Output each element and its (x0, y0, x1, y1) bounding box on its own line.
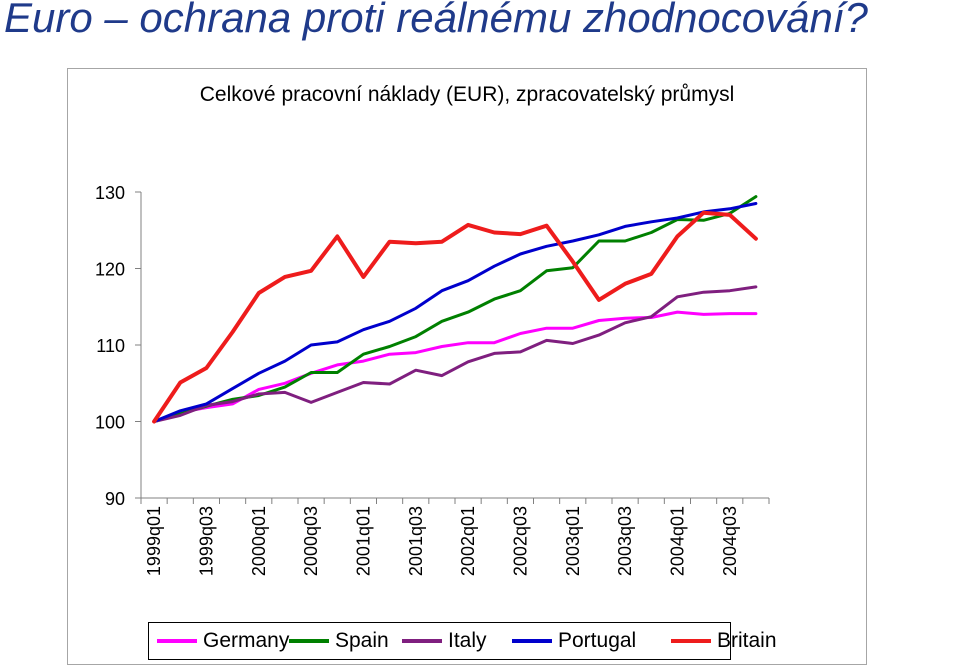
series-line-portugal (152, 202, 758, 423)
x-tick-label: 2001q03 (406, 506, 426, 576)
x-tick-label: 2003q01 (563, 506, 583, 576)
legend-swatch-italy (402, 639, 442, 643)
legend-label-germany: Germany (203, 629, 290, 652)
x-tick-label: 2002q01 (458, 506, 478, 576)
legend-item-italy: Italy (402, 623, 487, 659)
legend-swatch-germany (157, 639, 197, 643)
chart-panel: Celkové pracovní náklady (EUR), zpracova… (67, 68, 867, 665)
slide-title: Euro – ochrana proti reálnému zhodnocová… (4, 0, 868, 41)
y-tick-label: 130 (95, 183, 125, 203)
legend-label-portugal: Portugal (558, 629, 637, 652)
legend-item-germany: Germany (157, 623, 289, 659)
legend-swatch-portugal (512, 639, 552, 643)
legend-item-britain: Britain (671, 623, 777, 659)
y-tick-label: 110 (96, 336, 125, 356)
x-tick-label: 2001q01 (353, 506, 373, 576)
y-tick-label: 100 (95, 413, 125, 433)
series-line-spain (152, 195, 758, 423)
legend-label-spain: Spain (335, 629, 389, 652)
x-tick-label: 2002q03 (510, 506, 530, 576)
x-tick-label: 2003q03 (615, 506, 635, 576)
x-tick-label: 2000q01 (249, 506, 269, 576)
series-line-germany (152, 310, 758, 423)
chart-legend: Germany Spain Italy Portugal Britain (148, 622, 777, 660)
legend-swatch-spain (289, 639, 329, 643)
y-tick-label: 120 (95, 260, 125, 280)
x-tick-label: 2004q03 (720, 506, 740, 576)
legend-label-italy: Italy (448, 629, 487, 652)
legend-item-portugal: Portugal (512, 623, 636, 659)
x-tick-label: 2004q01 (667, 506, 687, 576)
x-tick-label: 1999q03 (196, 506, 216, 576)
x-tick-label: 2000q03 (301, 506, 321, 576)
legend-label-britain: Britain (717, 629, 777, 652)
y-tick-label: 90 (105, 489, 125, 509)
x-tick-label: 1999q01 (144, 506, 164, 576)
line-chart: 90 100 110 120 130 1999q01 1999q03 2000q01 2000q… (95, 183, 770, 576)
series-line-italy (152, 285, 758, 423)
legend-item-spain: Spain (289, 623, 389, 659)
series-line-britain (152, 210, 758, 424)
chart-title: Celkové pracovní náklady (EUR), zpracova… (199, 83, 735, 106)
legend-swatch-britain (671, 639, 711, 643)
